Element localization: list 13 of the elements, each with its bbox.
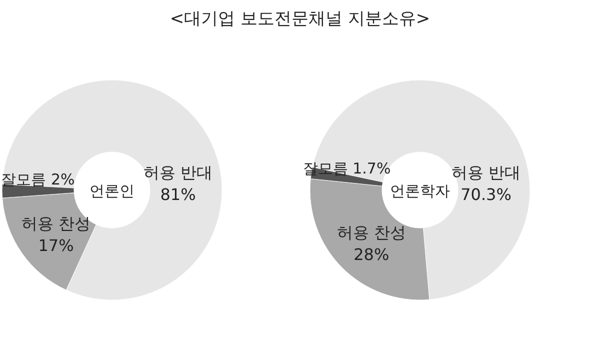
data-label: 28% — [354, 244, 390, 264]
data-label: 17% — [38, 236, 74, 255]
slice-label: 허용 반대 — [143, 163, 213, 182]
slice-label: 허용 반대 — [451, 163, 521, 182]
slice-label: 허용 찬성 — [336, 222, 406, 242]
text: 언론학자 — [390, 182, 450, 200]
data-label: 70.3% — [460, 185, 512, 204]
text: 언론인 — [90, 182, 134, 200]
slice-label: 잘모름 1.7% — [302, 160, 391, 178]
slice-label: 허용 찬성 — [21, 214, 91, 233]
text: <대기업 보도전문채널 지분소유> — [170, 9, 430, 29]
slice-label: 잘모름 2% — [1, 170, 75, 189]
data-label: 81% — [160, 185, 196, 204]
